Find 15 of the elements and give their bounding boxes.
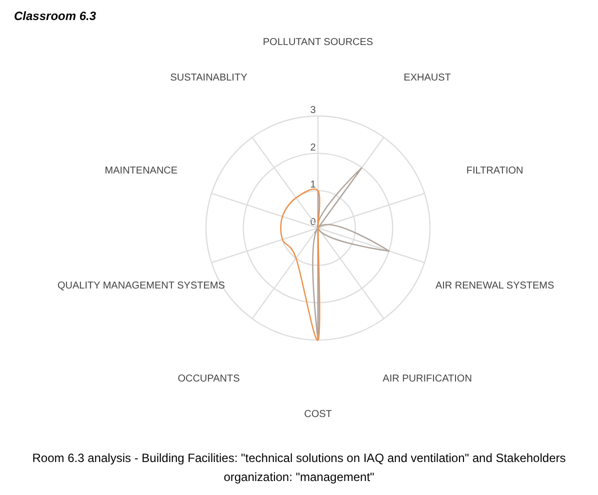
spoke-label: QUALITY MANAGEMENT SYSTEMS	[57, 280, 226, 292]
spoke-label: AIR PURIFICATION	[382, 373, 472, 384]
y-tick-label: 2	[310, 142, 316, 154]
spoke-label: AIR RENEWAL SYSTEMS	[435, 280, 555, 292]
chart-title: Classroom 6.3	[14, 9, 96, 23]
spoke-label: POLLUTANT SOURCES	[262, 37, 374, 48]
spoke-label: EXHAUST	[404, 72, 451, 84]
spoke-label: SUSTAINABLITY	[170, 72, 248, 84]
text: Room 6.3 analysis - Building Facilities: "technical solutions on IAQ and ventilation" and Stakeholders organization: "management"	[32, 451, 566, 484]
spoke-label: FILTRATION	[466, 166, 524, 177]
y-tick-label: 3	[310, 105, 316, 116]
y-tick-label: 1	[310, 180, 316, 191]
spoke-label: OCCUPANTS	[178, 373, 240, 384]
spoke-label: COST	[304, 408, 332, 420]
spoke-label: MAINTENANCE	[104, 166, 178, 177]
